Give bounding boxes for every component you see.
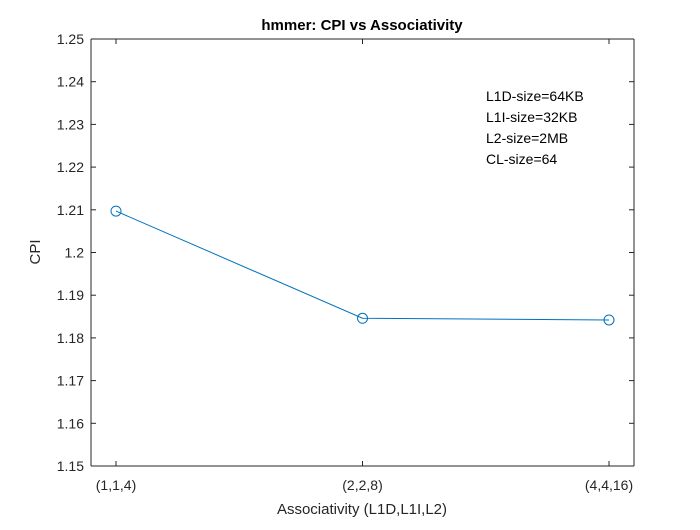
y-tick-label: 1.2 [65,245,85,261]
x-tick-label: (1,1,4) [96,477,136,493]
data-point [110,205,122,217]
plot-area [91,39,634,466]
x-tick-label: (4,4,16) [585,477,633,493]
data-point [357,312,368,324]
axes: 1.15 1.16 1.17 1.18 1.19 1.2 1.21 1.22 1.23 1.24 1… [57,31,635,493]
chart-title: hmmer: CPI vs Associativity [261,17,463,34]
x-axis-label: Associativity (L1D,L1I,L2) [277,501,447,518]
y-tick-label: 1.23 [57,116,84,132]
y-tick-label: 1.16 [57,415,84,431]
y-tick-label: 1.21 [57,202,84,218]
y-tick-label: 1.15 [57,458,84,474]
y-tick-label: 1.24 [57,74,84,90]
y-tick-label: 1.22 [57,159,84,175]
annotation-line: L1D-size=64KB [486,88,584,104]
y-tick-label: 1.17 [57,373,84,389]
y-tick-label: 1.25 [57,31,84,47]
annotation-line: CL-size=64 [486,151,557,167]
y-axis-label: CPI [27,239,44,264]
series-line [115,210,610,321]
annotation-line: L2-size=2MB [486,130,568,146]
data-point [603,314,615,326]
y-tick-label: 1.19 [57,287,84,303]
y-tick-label: 1.18 [57,330,84,346]
annotation-box: L1D-size=64KB L1I-size=32KB L2-size=2MB CL-… [486,88,584,167]
annotation-line: L1I-size=32KB [486,109,577,125]
x-tick-label: (2,2,8) [342,477,382,493]
series [110,205,615,326]
